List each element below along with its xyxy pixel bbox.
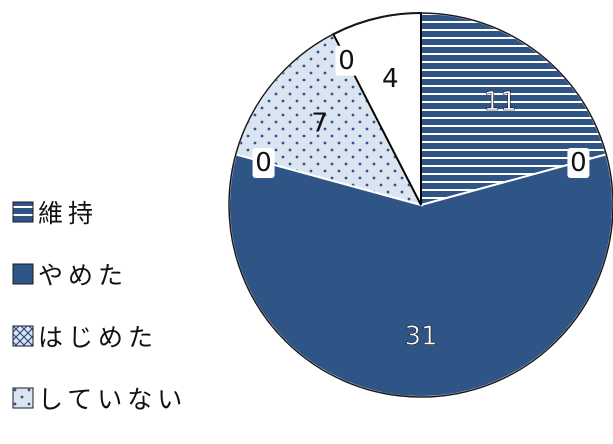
legend-swatch: [12, 201, 34, 223]
slice-label-background: [567, 147, 590, 178]
slice-label-background: [335, 45, 358, 76]
legend-item: はじめた: [12, 320, 187, 352]
pie-outline: [228, 12, 613, 398]
legend-label: はじめた: [38, 323, 159, 352]
slice-label-background: [252, 147, 275, 178]
legend-swatch: [12, 387, 34, 409]
legend-item: やめた: [12, 258, 187, 290]
slice-value-label: 7: [311, 109, 328, 139]
legend-item: 維持: [12, 196, 187, 228]
legend-swatch: [12, 325, 34, 347]
legend: 維持やめたはじめたしていない: [12, 196, 187, 444]
slice-value-label: 0: [570, 148, 587, 178]
slice-value-label: 0: [255, 148, 272, 178]
legend-label: 維持: [38, 199, 99, 228]
slice-value-label: 4: [382, 64, 399, 94]
legend-item: していない: [12, 382, 187, 414]
legend-swatch: [12, 263, 34, 285]
legend-label: やめた: [38, 261, 129, 290]
slice-value-label: 31: [404, 322, 437, 352]
slice-value-label: 11: [484, 87, 517, 117]
slice-value-label: 0: [338, 46, 355, 76]
legend-label: していない: [38, 385, 188, 414]
